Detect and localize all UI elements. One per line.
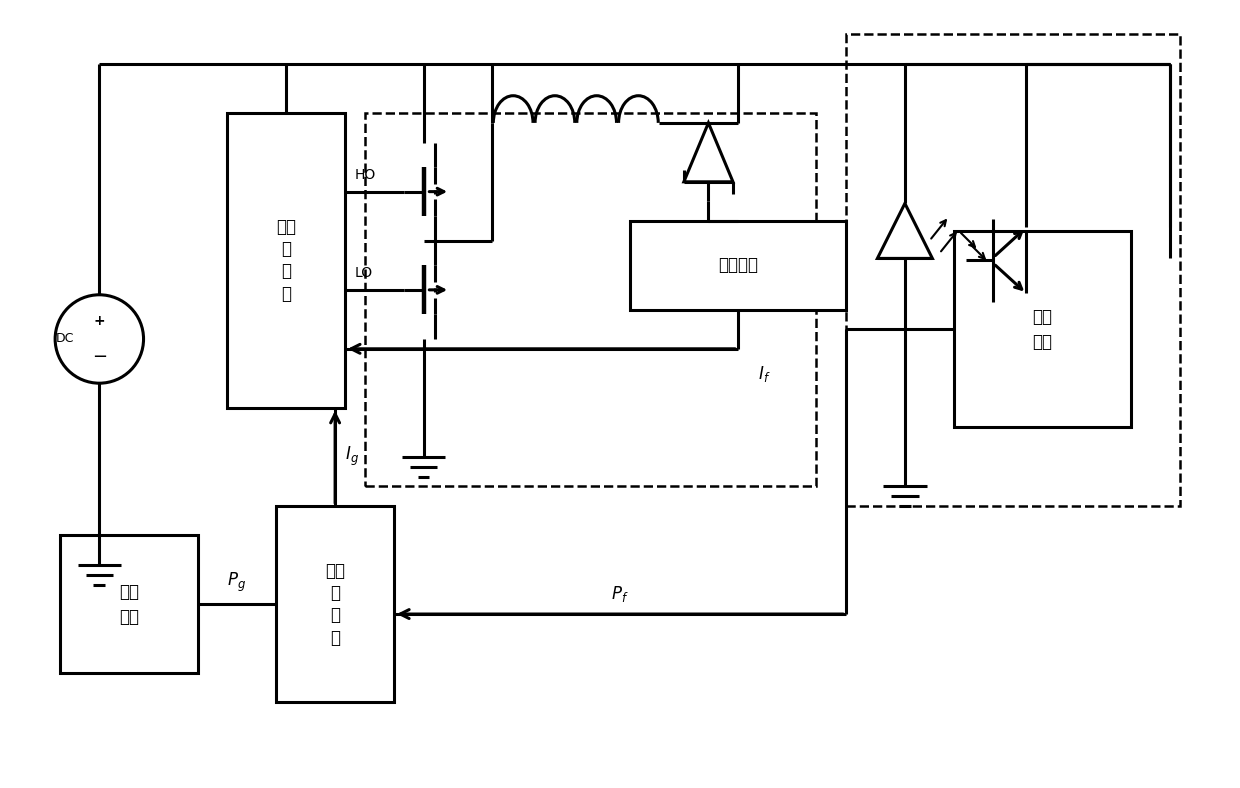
Text: −: −: [92, 348, 107, 366]
Bar: [277, 506, 394, 702]
Text: 外环
控
制
器: 外环 控 制 器: [325, 562, 345, 646]
Text: I$_g$: I$_g$: [345, 445, 358, 469]
Text: 内环
控
制
器: 内环 控 制 器: [277, 218, 296, 303]
Bar: [846, 35, 1180, 506]
Bar: [954, 231, 1131, 427]
Bar: [365, 113, 816, 486]
Text: LO: LO: [355, 266, 373, 280]
Text: 模拟
前端: 模拟 前端: [1033, 307, 1053, 351]
Text: 电流采集: 电流采集: [718, 256, 758, 274]
Bar: [630, 221, 846, 310]
Bar: [227, 113, 345, 407]
Text: I$_f$: I$_f$: [758, 363, 770, 384]
Text: DC: DC: [56, 333, 74, 345]
Text: P$_g$: P$_g$: [227, 571, 247, 594]
Bar: [60, 536, 197, 673]
Text: P$_f$: P$_f$: [611, 584, 629, 604]
Text: HO: HO: [355, 168, 376, 182]
Text: 设定
光强: 设定 光强: [119, 583, 139, 626]
Text: +: +: [93, 314, 105, 329]
